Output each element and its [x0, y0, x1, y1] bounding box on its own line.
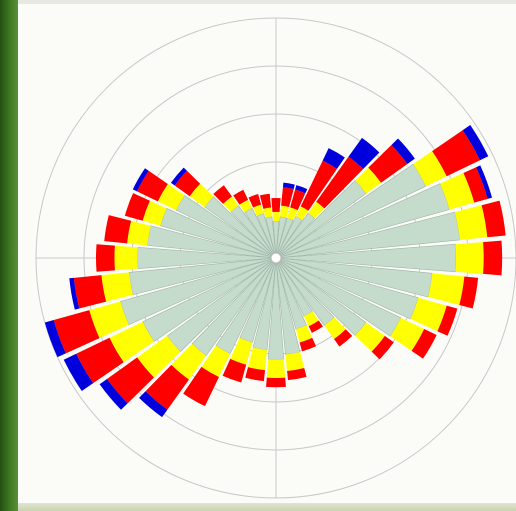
rose-bars: [44, 125, 506, 418]
bar-segment-s4-dir-300: [132, 168, 149, 192]
center-dot: [270, 252, 282, 264]
bar-segment-s2-dir-120: [390, 317, 425, 351]
bar-segment-s2-dir-190: [247, 347, 267, 371]
bar-segment-s2-dir-280: [127, 220, 151, 246]
bar-segment-s3-dir-260: [73, 275, 107, 309]
bar-segment-s2-dir-200: [230, 337, 253, 365]
left-green-band: [0, 0, 18, 511]
bar-segment-s3-dir-290: [124, 193, 150, 221]
bar-segment-s4-dir-40: [348, 137, 380, 169]
bar-segment-s3-dir-320: [213, 185, 232, 204]
bar-segment-s3-dir-270: [96, 244, 115, 272]
bar-segment-s3-dir-0: [271, 198, 281, 212]
bar-segment-s3-dir-60: [432, 130, 480, 177]
bar-segment-s2-dir-170: [285, 351, 305, 371]
bar-segment-s3-dir-130: [371, 335, 394, 360]
bar-segment-s3-dir-50: [368, 144, 408, 183]
bar-segment-s2-dir-0: [272, 211, 280, 222]
bar-segment-s3-dir-120: [411, 328, 437, 359]
bar-segment-s2-dir-210: [201, 345, 231, 378]
bar-segment-s4-dir-260: [69, 277, 80, 310]
bar-segment-s2-dir-320: [223, 196, 239, 212]
bar-segment-s2-dir-160: [295, 325, 313, 343]
bar-segment-s4-dir-220: [139, 391, 168, 418]
bar-segment-s3-dir-140: [334, 329, 353, 347]
bar-segment-s3-dir-210: [183, 366, 219, 407]
bar-segment-s3-dir-250: [53, 310, 100, 354]
bar-segment-s3-dir-350: [259, 193, 272, 209]
bar-segment-s3-dir-10: [281, 187, 294, 208]
bar-segment-s4-dir-230: [99, 378, 128, 410]
bar-segment-s3-dir-300: [136, 170, 168, 202]
bar-segment-s2-dir-340: [253, 204, 264, 216]
bar-segment-s3-dir-70: [463, 167, 488, 203]
bar-segment-s2-dir-310: [189, 183, 214, 207]
bar-segment-s3-dir-150: [308, 320, 323, 333]
bar-segment-s3-dir-80: [481, 200, 506, 238]
bar-segment-s2-dir-40: [308, 201, 325, 219]
bar-segment-s3-dir-220: [145, 364, 189, 410]
bar-segment-s3-dir-340: [248, 193, 262, 208]
bar-segment-s4-dir-50: [391, 138, 415, 164]
bar-segment-s2-dir-90: [455, 242, 484, 274]
bar-segment-s3-dir-20: [290, 189, 306, 211]
bar-segment-s2-dir-70: [439, 172, 475, 210]
bar-segment-s3-dir-330: [233, 189, 249, 205]
bar-segment-s4-dir-250: [44, 320, 66, 358]
bar-segment-s2-dir-130: [355, 322, 385, 352]
bar-segment-s2-dir-20: [287, 207, 298, 221]
bar-segment-s2-dir-240: [109, 321, 155, 363]
bar-segment-s4-dir-30: [322, 148, 345, 169]
bar-segment-s2-dir-50: [355, 167, 382, 194]
bar-segment-s2-dir-10: [280, 205, 290, 218]
bar-segment-s2-dir-80: [454, 205, 488, 240]
bar-segment-s2-dir-100: [427, 273, 465, 306]
bar-segment-s2-dir-300: [157, 183, 185, 211]
bar-segment-s2-dir-350: [263, 207, 272, 218]
bar-segment-s4-dir-10: [282, 182, 295, 190]
bar-segment-s4-dir-60: [462, 125, 489, 161]
bar-segment-s3-dir-90: [483, 240, 503, 276]
bar-segment-s2-dir-220: [171, 343, 207, 380]
bottom-strip: [18, 503, 516, 511]
bar-segment-s3-dir-230: [107, 357, 154, 404]
bar-segment-s4-dir-240: [63, 353, 94, 391]
bar-segment-s3-dir-30: [300, 160, 338, 211]
bar-segment-s2-dir-260: [101, 272, 133, 302]
bar-segment-s3-dir-170: [287, 367, 307, 381]
bar-segment-s4-dir-310: [170, 167, 187, 186]
bar-segment-s3-dir-280: [104, 215, 132, 244]
bar-segment-s2-dir-180: [266, 359, 286, 379]
bar-segment-s4-dir-20: [295, 185, 308, 194]
bar-segment-s2-dir-150: [303, 311, 319, 327]
bar-segment-s3-dir-310: [174, 170, 201, 197]
bar-segment-s2-dir-290: [142, 200, 167, 226]
bar-segment-s3-dir-160: [299, 337, 317, 352]
bar-segment-s2-dir-60: [413, 151, 447, 187]
top-strip: [18, 0, 516, 4]
bar-segment-s2-dir-230: [137, 335, 181, 378]
bar-segment-s3-dir-110: [437, 305, 458, 336]
bar-segment-s3-dir-190: [245, 367, 266, 382]
bar-segment-s2-dir-30: [295, 206, 309, 220]
bar-segment-s3-dir-180: [266, 377, 286, 388]
bar-segment-s3-dir-240: [76, 337, 124, 384]
bar-segment-s3-dir-40: [316, 156, 364, 209]
bar-segment-s2-dir-330: [239, 199, 253, 213]
bar-segment-s2-dir-140: [324, 317, 346, 340]
bar-segment-s3-dir-200: [222, 358, 247, 383]
bar-segment-s2-dir-250: [89, 301, 129, 339]
bar-segment-s2-dir-270: [114, 245, 138, 271]
bar-segment-s4-dir-70: [476, 165, 493, 199]
bar-segment-s2-dir-110: [410, 297, 447, 332]
bar-segment-s3-dir-100: [459, 276, 479, 309]
